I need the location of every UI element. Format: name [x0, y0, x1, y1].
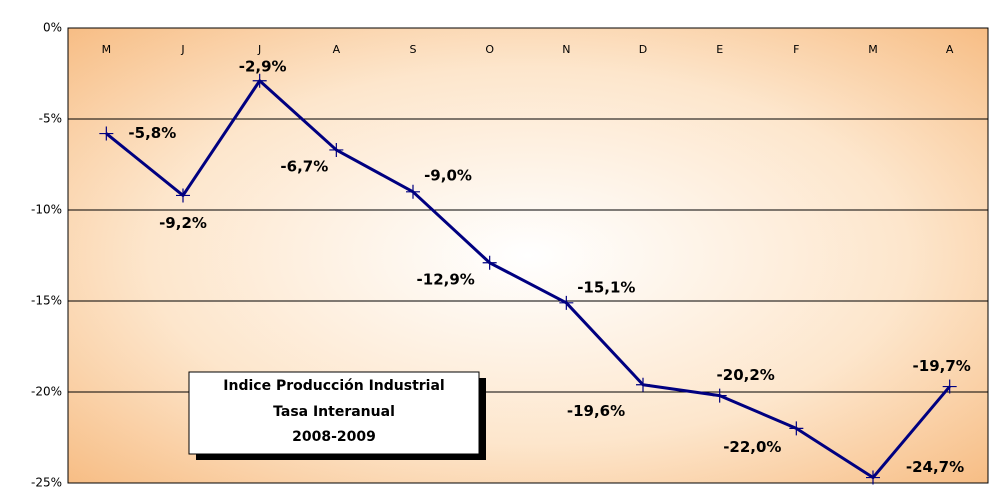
data-label: -5,8% [128, 124, 176, 142]
point-marker [866, 470, 880, 485]
x-tick-label: M [102, 43, 112, 56]
point-marker [482, 255, 497, 270]
y-tick-label: -5% [39, 112, 62, 126]
y-tick-label: 0% [43, 21, 62, 35]
x-tick-label: M [868, 43, 878, 56]
x-tick-label: N [562, 43, 570, 56]
data-label: -15,1% [577, 278, 635, 296]
point-marker [329, 142, 344, 157]
y-tick-label: -15% [31, 294, 62, 308]
point-marker [789, 421, 804, 436]
data-label: -19,6% [567, 402, 625, 420]
chart-period: 2008-2009 [292, 429, 376, 445]
data-label: -2,9% [239, 57, 287, 75]
x-tick-label: J [257, 43, 261, 56]
x-tick-label: F [793, 43, 799, 56]
x-tick-label: O [485, 43, 494, 56]
y-tick-label: -10% [31, 203, 62, 217]
data-label: -9,2% [159, 214, 207, 232]
line-series [105, 79, 951, 480]
point-marker [176, 188, 190, 203]
point-marker [252, 73, 267, 88]
y-tick-label: -20% [31, 385, 62, 399]
data-label: -22,0% [723, 438, 781, 456]
point-marker [99, 126, 114, 141]
x-tick-label: E [716, 43, 723, 56]
x-tick-label: A [333, 43, 341, 56]
point-marker [942, 379, 957, 394]
chart-subtitle: Tasa Interanual [273, 404, 395, 420]
y-tick-label: -25% [31, 476, 62, 489]
data-label: -12,9% [417, 270, 475, 288]
x-tick-label: J [180, 43, 184, 56]
title-box [188, 371, 480, 455]
data-label: -6,7% [280, 157, 328, 175]
point-marker [406, 184, 420, 199]
plot-border [67, 27, 989, 484]
x-tick-label: D [639, 43, 647, 56]
point-marker [712, 388, 727, 403]
data-label: -9,0% [424, 166, 472, 184]
data-label: -19,7% [913, 357, 971, 375]
x-tick-label: A [946, 43, 954, 56]
point-marker [559, 295, 574, 310]
data-label: -20,2% [717, 366, 775, 384]
x-tick-label: S [410, 43, 417, 56]
data-label: -24,7% [906, 458, 964, 476]
chart-title: Indice Producción Industrial [223, 378, 444, 394]
point-marker [636, 377, 650, 392]
